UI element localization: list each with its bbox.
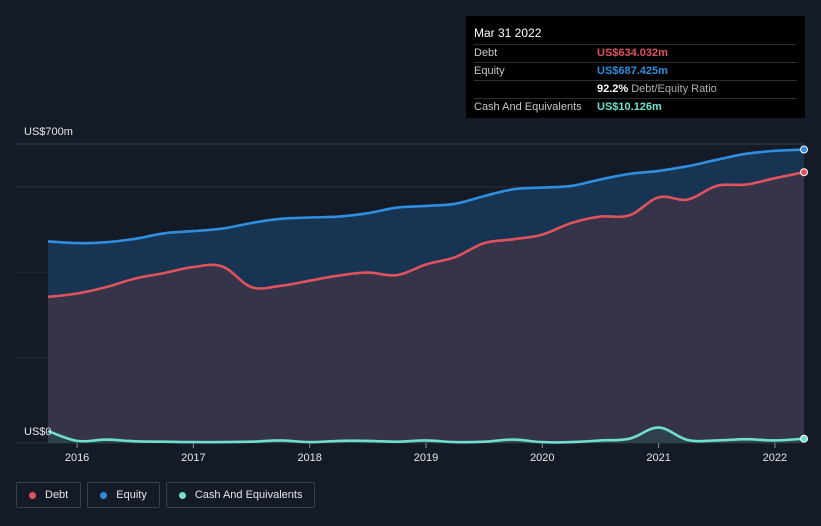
equity-end-point: [800, 145, 808, 154]
debt-line: [47, 170, 805, 299]
legend-cash-label: Cash And Equivalents: [194, 489, 303, 501]
x-tick-label: 2017: [181, 452, 205, 464]
x-tick-label: 2020: [530, 452, 554, 464]
tooltip-cash-value: US$10.126m: [597, 101, 662, 113]
y-axis-ticks: US$700m US$0: [24, 126, 73, 438]
legend-equity-label: Equity: [116, 489, 147, 501]
legend-debt-label: Debt: [45, 489, 69, 501]
y-tick-label: US$700m: [24, 126, 73, 138]
y-tick-label: US$0: [24, 426, 52, 438]
equity-dot-icon: [100, 491, 108, 499]
x-tick-label: 2022: [763, 452, 787, 464]
debt-end-point: [800, 168, 808, 177]
chart-legend: Debt Equity Cash And Equivalents: [16, 482, 316, 508]
cash-end-point: [800, 434, 808, 443]
tooltip-equity-value: US$687.425m: [597, 65, 668, 77]
debt-area: [48, 172, 804, 443]
tooltip-row-equity: Equity US$687.425m: [474, 62, 797, 80]
tooltip-equity-label: Equity: [474, 65, 505, 77]
series-end-points: [800, 145, 808, 443]
cash-line: [47, 426, 805, 444]
tooltip-debt-label: Debt: [474, 47, 498, 59]
tooltip-ratio-value: 92.2%: [597, 83, 629, 95]
x-tick-label: 2018: [297, 452, 321, 464]
tooltip-date: Mar 31 2022: [474, 26, 542, 40]
series-lines: [47, 148, 805, 444]
tooltip-debt-value: US$634.032m: [597, 47, 668, 59]
series-areas: [48, 149, 804, 443]
legend-item-debt[interactable]: Debt: [16, 482, 82, 508]
x-tick-label: 2016: [65, 452, 89, 464]
tooltip-row-ratio: 92.2% Debt/Equity Ratio: [474, 80, 797, 98]
cash-dot-icon: [178, 491, 186, 499]
x-tick-label: 2019: [414, 452, 438, 464]
x-axis-ticks: 2016 2017 2018 2019 2020 2021 2022: [65, 443, 787, 464]
data-tooltip: Mar 31 2022 Debt US$634.032m Equity US$6…: [466, 16, 805, 118]
debt-dot-icon: [29, 491, 36, 499]
tooltip-ratio-label: Debt/Equity Ratio: [631, 83, 717, 95]
legend-item-equity[interactable]: Equity: [87, 482, 160, 508]
tooltip-row-cash: Cash And Equivalents US$10.126m: [474, 98, 797, 116]
tooltip-cash-label: Cash And Equivalents: [474, 101, 582, 113]
equity-line: [47, 148, 805, 245]
legend-item-cash[interactable]: Cash And Equivalents: [165, 482, 316, 508]
x-tick-label: 2021: [646, 452, 670, 464]
tooltip-row-debt: Debt US$634.032m: [474, 44, 797, 62]
